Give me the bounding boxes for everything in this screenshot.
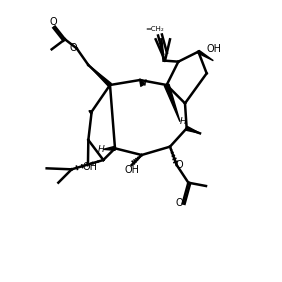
Text: O: O [70,43,78,53]
Text: O: O [176,198,184,208]
Polygon shape [164,84,180,122]
Polygon shape [186,126,200,133]
Text: H: H [180,117,186,126]
Text: H: H [140,80,147,89]
Text: O: O [49,17,57,27]
Text: O: O [176,160,184,170]
Polygon shape [88,65,111,87]
Text: H: H [98,145,105,154]
Text: =CH₂: =CH₂ [146,26,164,32]
Text: OH: OH [83,162,98,172]
Polygon shape [103,146,115,150]
Text: OH: OH [206,44,221,54]
Polygon shape [198,50,213,61]
Text: OH: OH [124,165,139,175]
